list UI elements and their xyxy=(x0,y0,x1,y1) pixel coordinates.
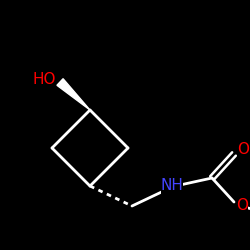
Text: O: O xyxy=(236,198,248,214)
Polygon shape xyxy=(57,79,90,110)
Text: O: O xyxy=(237,142,249,158)
Text: NH: NH xyxy=(160,178,184,194)
Text: HO: HO xyxy=(32,72,56,88)
